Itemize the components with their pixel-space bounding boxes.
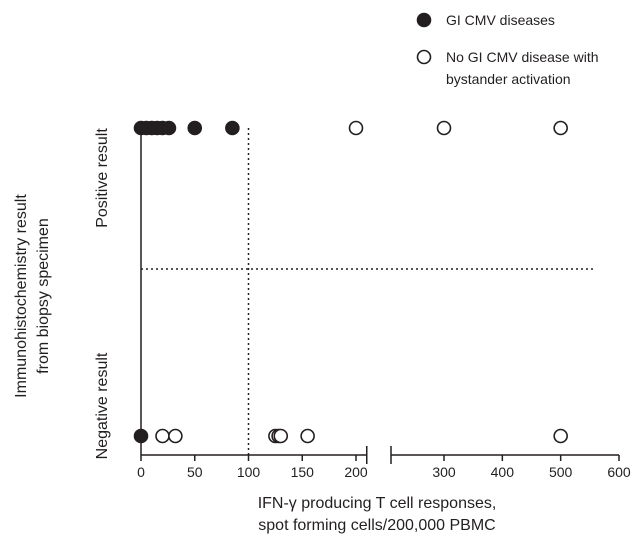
data-points [133, 120, 568, 444]
x-tick-label: 300 [432, 464, 456, 480]
x-tick-label: 50 [187, 464, 203, 480]
y-axis-title-line-2: from biopsy specimen [35, 218, 52, 374]
x-axis-ticks: 0 50 100 150 200 300 400 500 600 [137, 455, 631, 480]
x-tick-label: 500 [549, 464, 573, 480]
gi-cmv-point [161, 120, 177, 136]
x-tick-label: 200 [344, 464, 368, 480]
legend-label-gi_cmv: GI CMV diseases [446, 12, 555, 28]
legend-marker-gi_cmv [416, 12, 432, 28]
axis-titles: Positive result Negative result Immunohist… [13, 128, 496, 534]
category-label-positive: Positive result [94, 128, 111, 228]
x-tick-label: 0 [137, 464, 145, 480]
legend: GI CMV diseases No GI CMV disease with bys… [416, 12, 599, 87]
x-tick-label: 600 [607, 464, 631, 480]
legend-label-bystander: bystander activation [446, 71, 571, 87]
legend-label-bystander: No GI CMV disease with [446, 49, 599, 65]
threshold-lines [141, 128, 595, 455]
bystander-point [553, 428, 568, 444]
axes [140, 128, 619, 464]
x-tick-label: 150 [291, 464, 315, 480]
gi-cmv-point [225, 120, 240, 136]
bystander-point [553, 120, 568, 136]
x-axis-title-line-2: spot forming cells/200,000 PBMC [258, 517, 495, 534]
gi-cmv-point [133, 428, 149, 444]
bystander-point [348, 120, 364, 136]
gi-cmv-point [187, 120, 203, 136]
x-axis-title-line-1: IFN-γ producing T cell responses, [258, 495, 497, 512]
bystander-point [273, 428, 289, 444]
y-axis-title-line-1: Immunohistochemistry result [13, 194, 30, 398]
bystander-point [155, 428, 170, 444]
x-tick-label: 400 [491, 464, 515, 480]
legend-marker-bystander [416, 49, 432, 65]
bystander-point [168, 428, 183, 444]
bystander-point [436, 120, 452, 136]
bystander-point [300, 428, 315, 444]
category-label-negative: Negative result [94, 352, 111, 459]
x-tick-label: 100 [237, 464, 261, 480]
